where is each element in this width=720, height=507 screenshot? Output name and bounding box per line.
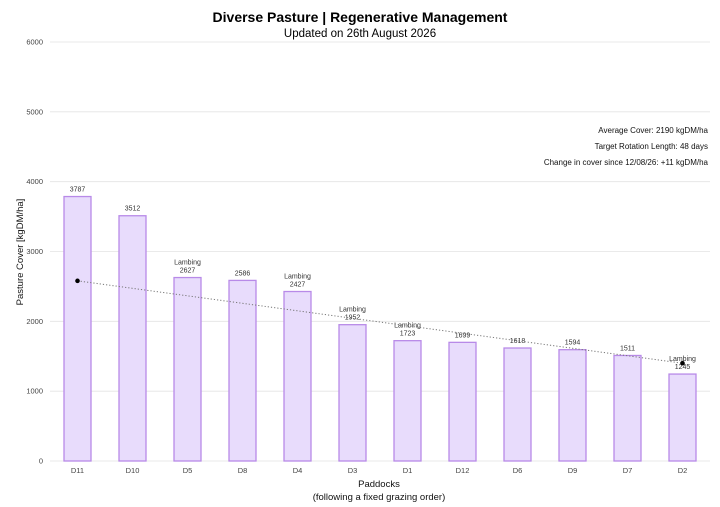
target-rotation-text: Target Rotation Length: 48 days bbox=[595, 142, 708, 151]
y-tick-label: 5000 bbox=[26, 107, 43, 116]
bar-note-label: Lambing bbox=[174, 260, 201, 267]
bar bbox=[613, 354, 642, 462]
data-label: 1699 bbox=[455, 332, 471, 339]
data-label: 1723 bbox=[400, 331, 416, 338]
bars bbox=[63, 195, 697, 462]
x-tick-label: D4 bbox=[293, 466, 303, 475]
bar-note-label: Lambing bbox=[339, 307, 366, 314]
x-tick-label: D12 bbox=[456, 466, 470, 475]
data-label: 1952 bbox=[345, 315, 361, 322]
x-tick-label: D1 bbox=[403, 466, 413, 475]
average-cover-text: Average Cover: 2190 kgDM/ha bbox=[598, 126, 708, 135]
bar bbox=[283, 290, 312, 462]
chart-subtitle: Updated on 26th August 2026 bbox=[284, 28, 436, 40]
data-label: 1594 bbox=[565, 340, 581, 347]
x-tick-label: D11 bbox=[71, 466, 84, 475]
bar bbox=[338, 324, 367, 462]
y-tick-label: 0 bbox=[39, 457, 43, 466]
data-label: 1511 bbox=[620, 345, 635, 352]
data-label: 3787 bbox=[70, 187, 86, 194]
y-tick-label: 2000 bbox=[26, 317, 43, 326]
x-axis-ticks: D11 D10 D5 D8 D4 D3 D1 D12 D6 D9 D7 D2 bbox=[71, 466, 687, 475]
bar bbox=[393, 340, 422, 462]
data-label: 2627 bbox=[180, 268, 196, 275]
bar bbox=[448, 341, 477, 462]
data-labels: 378735122627Lambing25862427Lambing1952La… bbox=[70, 187, 696, 372]
x-tick-label: D2 bbox=[678, 466, 688, 475]
y-tick-label: 1000 bbox=[26, 387, 43, 396]
y-tick-label: 3000 bbox=[26, 247, 43, 256]
x-axis-title: Paddocks bbox=[358, 479, 400, 490]
bar bbox=[118, 215, 147, 462]
data-label: 2427 bbox=[290, 282, 306, 289]
bar bbox=[503, 347, 532, 462]
x-axis-subtitle: (following a fixed grazing order) bbox=[313, 492, 446, 503]
bar-note-label: Lambing bbox=[284, 274, 311, 281]
x-tick-label: D10 bbox=[126, 466, 140, 475]
bar bbox=[668, 373, 697, 462]
y-tick-label: 4000 bbox=[26, 177, 43, 186]
summary-annotations: Average Cover: 2190 kgDM/ha Target Rotat… bbox=[544, 126, 709, 167]
x-tick-label: D3 bbox=[348, 466, 358, 475]
bar bbox=[63, 195, 92, 462]
gridlines bbox=[50, 41, 710, 462]
x-tick-label: D8 bbox=[238, 466, 248, 475]
trend-end-marker bbox=[680, 360, 685, 366]
bar bbox=[228, 279, 257, 462]
data-label: 3512 bbox=[125, 206, 141, 213]
data-label: 1618 bbox=[510, 338, 526, 345]
y-axis-title: Pasture Cover [kgDM/ha] bbox=[15, 199, 26, 306]
y-tick-label: 6000 bbox=[26, 38, 43, 47]
y-axis-ticks: 0 1000 2000 3000 4000 5000 6000 bbox=[26, 38, 43, 466]
x-tick-label: D6 bbox=[513, 466, 523, 475]
x-tick-label: D7 bbox=[623, 466, 633, 475]
chart-title: Diverse Pasture | Regenerative Managemen… bbox=[213, 9, 508, 25]
bar-note-label: Lambing bbox=[669, 356, 696, 363]
trend-start-marker bbox=[75, 278, 80, 284]
bar bbox=[173, 276, 202, 462]
trend-line bbox=[77, 280, 683, 364]
x-tick-label: D9 bbox=[568, 466, 578, 475]
x-tick-label: D5 bbox=[183, 466, 193, 475]
data-label: 2586 bbox=[235, 270, 251, 277]
cover-change-text: Change in cover since 12/08/26: +11 kgDM… bbox=[544, 158, 709, 167]
bar bbox=[558, 349, 587, 462]
trend-line-group bbox=[75, 278, 685, 366]
data-label: 1245 bbox=[675, 364, 691, 371]
